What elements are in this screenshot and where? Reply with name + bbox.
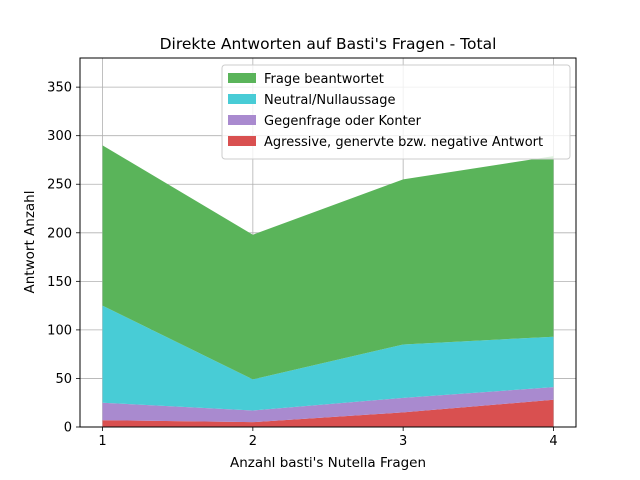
- y-axis-ticks: 0 50 100 150 200 250 300 350: [47, 81, 80, 436]
- legend-swatch: [228, 115, 256, 125]
- y-tick-label: 100: [47, 323, 72, 338]
- x-axis-ticks: 1 2 3 4: [98, 427, 558, 449]
- y-tick-label: 200: [47, 226, 72, 241]
- y-tick-label: 50: [55, 372, 72, 387]
- legend-entry: Frage beantwortet: [264, 72, 384, 87]
- area-agressive-genervte-bzw-negative-antwort: [102, 399, 554, 427]
- area-frage-beantwortet: [102, 145, 554, 380]
- x-tick-label: 4: [549, 434, 557, 449]
- area-gegenfrage-oder-konter: [102, 387, 554, 423]
- y-tick-label: 350: [47, 81, 72, 96]
- y-tick-label: 300: [47, 129, 72, 144]
- area-series-group: [102, 145, 554, 427]
- y-tick-label: 0: [64, 421, 72, 436]
- legend-entry: Agressive, genervte bzw. negative Antwor…: [264, 135, 543, 150]
- x-tick-label: 2: [249, 434, 257, 449]
- legend-swatch: [228, 73, 256, 83]
- legend-entry: Neutral/Nullaussage: [264, 93, 396, 108]
- y-tick-label: 150: [47, 275, 72, 290]
- chart-title: Direkte Antworten auf Basti's Fragen - T…: [160, 35, 497, 53]
- legend: Frage beantwortet Neutral/Nullaussage Gege…: [221, 64, 571, 160]
- legend-box: [221, 64, 571, 160]
- y-tick-label: 250: [47, 178, 72, 193]
- y-axis-label: Antwort Anzahl: [22, 191, 38, 294]
- plot-frame: [79, 57, 577, 428]
- x-axis-label: Anzahl basti's Nutella Fragen: [230, 455, 426, 471]
- x-tick-label: 1: [98, 434, 106, 449]
- x-tick-label: 3: [399, 434, 407, 449]
- area-neutral-nullaussage: [102, 305, 554, 411]
- legend-swatch: [228, 94, 256, 104]
- legend-entry: Gegenfrage oder Konter: [264, 114, 422, 129]
- legend-swatch: [228, 136, 256, 146]
